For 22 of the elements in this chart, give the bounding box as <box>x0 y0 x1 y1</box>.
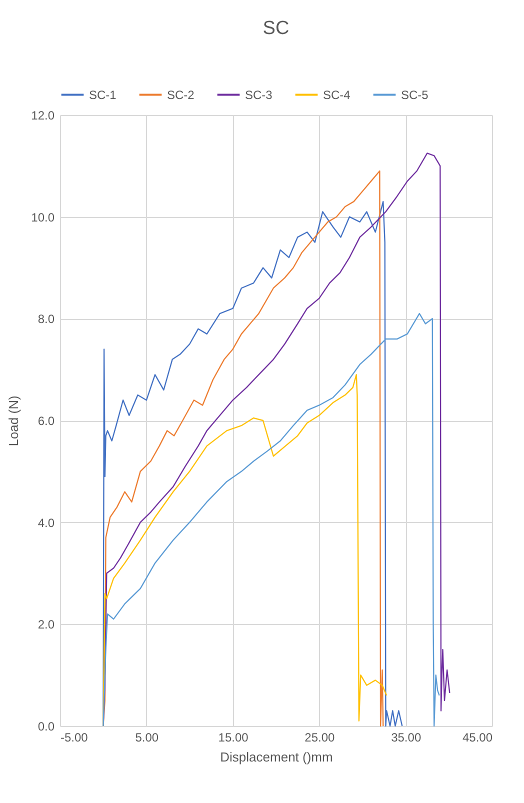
x-tick-label: 45.00 <box>462 730 493 744</box>
y-tick-label: 8.0 <box>38 312 55 326</box>
chart-title: SC <box>262 18 290 39</box>
x-tick-label: 5.00 <box>135 730 159 744</box>
y-tick-label: 10.0 <box>31 210 55 224</box>
legend-label: SC-3 <box>245 88 273 102</box>
x-tick-label: 35.00 <box>391 730 422 744</box>
y-tick-label: 2.0 <box>38 618 55 632</box>
legend-label: SC-4 <box>323 88 351 102</box>
legend-label: SC-1 <box>89 88 117 102</box>
legend-label: SC-2 <box>167 88 195 102</box>
x-tick-label: 25.00 <box>304 730 336 744</box>
x-tick-label: 15.00 <box>218 730 249 744</box>
legend-label: SC-5 <box>401 88 429 102</box>
x-axis-title: Displacement ()mm <box>220 750 333 764</box>
y-tick-label: 4.0 <box>38 516 55 530</box>
y-tick-label: 6.0 <box>38 414 55 428</box>
y-tick-label: 12.0 <box>31 108 55 122</box>
y-axis-title: Load (N) <box>6 396 22 446</box>
y-tick-label: 0.0 <box>38 720 55 734</box>
line-series <box>102 312 440 727</box>
x-tick-label: -5.00 <box>60 730 88 744</box>
